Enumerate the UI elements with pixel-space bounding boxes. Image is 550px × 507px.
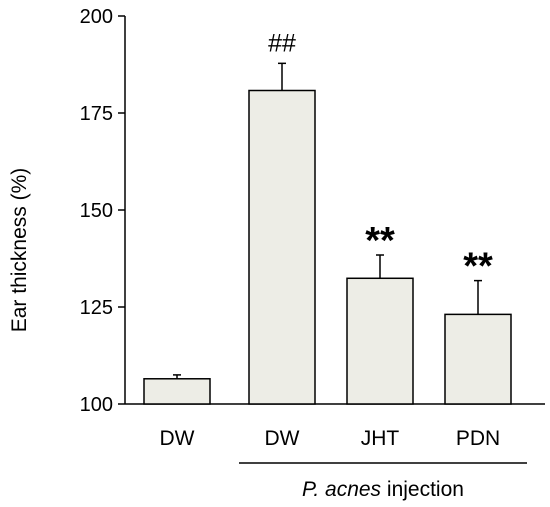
bar bbox=[346, 277, 414, 405]
y-tick-label: 125 bbox=[80, 297, 113, 319]
significance-marker: ** bbox=[365, 220, 395, 262]
category-label: DW bbox=[160, 427, 195, 450]
significance-marker: ## bbox=[268, 29, 296, 57]
category-label: PDN bbox=[456, 427, 500, 450]
y-tick-label: 200 bbox=[80, 6, 113, 28]
bar bbox=[143, 378, 211, 405]
category-label: JHT bbox=[361, 427, 400, 450]
bar bbox=[444, 313, 512, 405]
bars bbox=[143, 62, 512, 405]
group-label-rest: injection bbox=[381, 478, 464, 501]
group-label: P. acnes injection bbox=[239, 462, 527, 501]
y-tick-label: 150 bbox=[80, 200, 113, 222]
group-label-text: P. acnes injection bbox=[302, 478, 464, 501]
category-label: DW bbox=[265, 427, 300, 450]
y-tick-label: 175 bbox=[80, 103, 113, 125]
bar bbox=[248, 89, 316, 405]
labels: DW DW ## JHT ** PDN ** bbox=[160, 29, 501, 450]
significance-marker: ** bbox=[463, 246, 493, 288]
group-label-italic: P. acnes bbox=[302, 478, 382, 501]
y-tick-label: 100 bbox=[80, 394, 113, 416]
y-axis-label: Ear thickness (%) bbox=[8, 168, 31, 333]
